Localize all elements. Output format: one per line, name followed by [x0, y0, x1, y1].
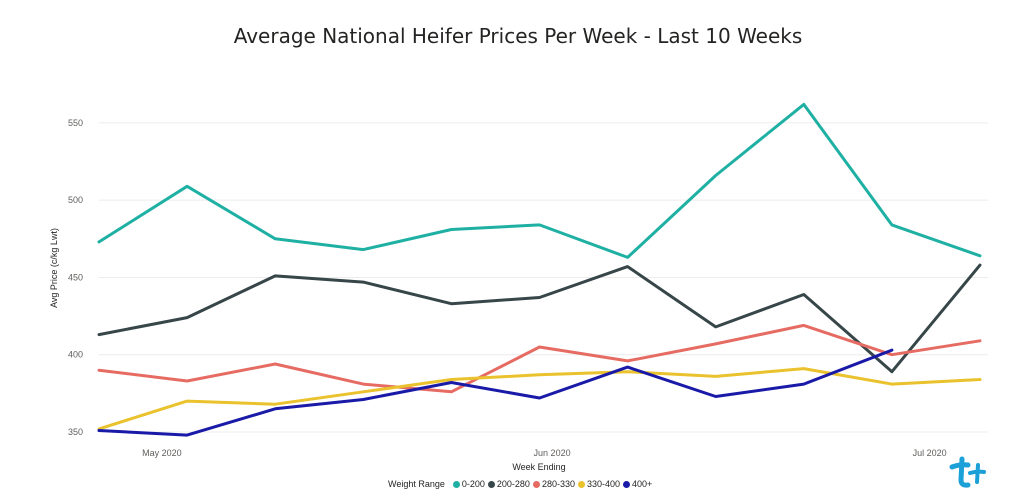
gridlines [99, 122, 988, 433]
legend-item[interactable]: 0-200 [452, 479, 485, 489]
y-tick-label: 350 [68, 427, 83, 437]
legend-marker [577, 480, 585, 488]
legend-title: Weight Range [388, 479, 445, 489]
legend-item[interactable]: 330-400 [577, 479, 620, 489]
legend-marker [623, 480, 630, 488]
y-tick-label: 400 [68, 350, 83, 360]
series-line-280-330 [97, 323, 982, 394]
legend-item[interactable]: 280-330 [532, 479, 575, 489]
y-axis-ticks: 350 400 450 500 550 [68, 118, 83, 437]
brand-logo-icon [949, 456, 986, 488]
x-tick-label: May 2020 [142, 448, 182, 458]
legend-label: 280-330 [541, 479, 575, 489]
series-line-0-200 [97, 102, 982, 259]
legend-marker [532, 480, 540, 488]
legend-label: 0-200 [461, 479, 485, 489]
x-tick-label: Jul 2020 [913, 448, 947, 458]
x-tick-label: Jun 2020 [534, 448, 571, 458]
series-line-400+ [97, 348, 894, 437]
chart-title: Average National Heifer Prices Per Week … [233, 24, 803, 48]
y-tick-label: 450 [68, 272, 83, 282]
series-line-200-280 [97, 263, 982, 374]
y-axis-label: Avg Price (c/kg Lwt) [49, 228, 59, 308]
y-tick-label: 550 [68, 118, 83, 128]
legend-label: 200-280 [496, 479, 530, 489]
legend-item[interactable]: 400+ [623, 479, 652, 489]
legend-marker [487, 480, 495, 488]
x-axis-ticks: May 2020 Jun 2020 Jul 2020 [142, 448, 947, 458]
legend-item[interactable]: 200-280 [487, 479, 530, 489]
legend-label: 400+ [632, 479, 653, 489]
legend-marker [452, 480, 460, 488]
legend-label: 330-400 [586, 479, 620, 489]
series-lines [97, 102, 982, 437]
chart-legend: Weight Range 0-200 200-280 280-330 330-400 4… [388, 479, 655, 489]
y-tick-label: 500 [68, 195, 83, 205]
x-axis-label: Week Ending [512, 462, 565, 472]
